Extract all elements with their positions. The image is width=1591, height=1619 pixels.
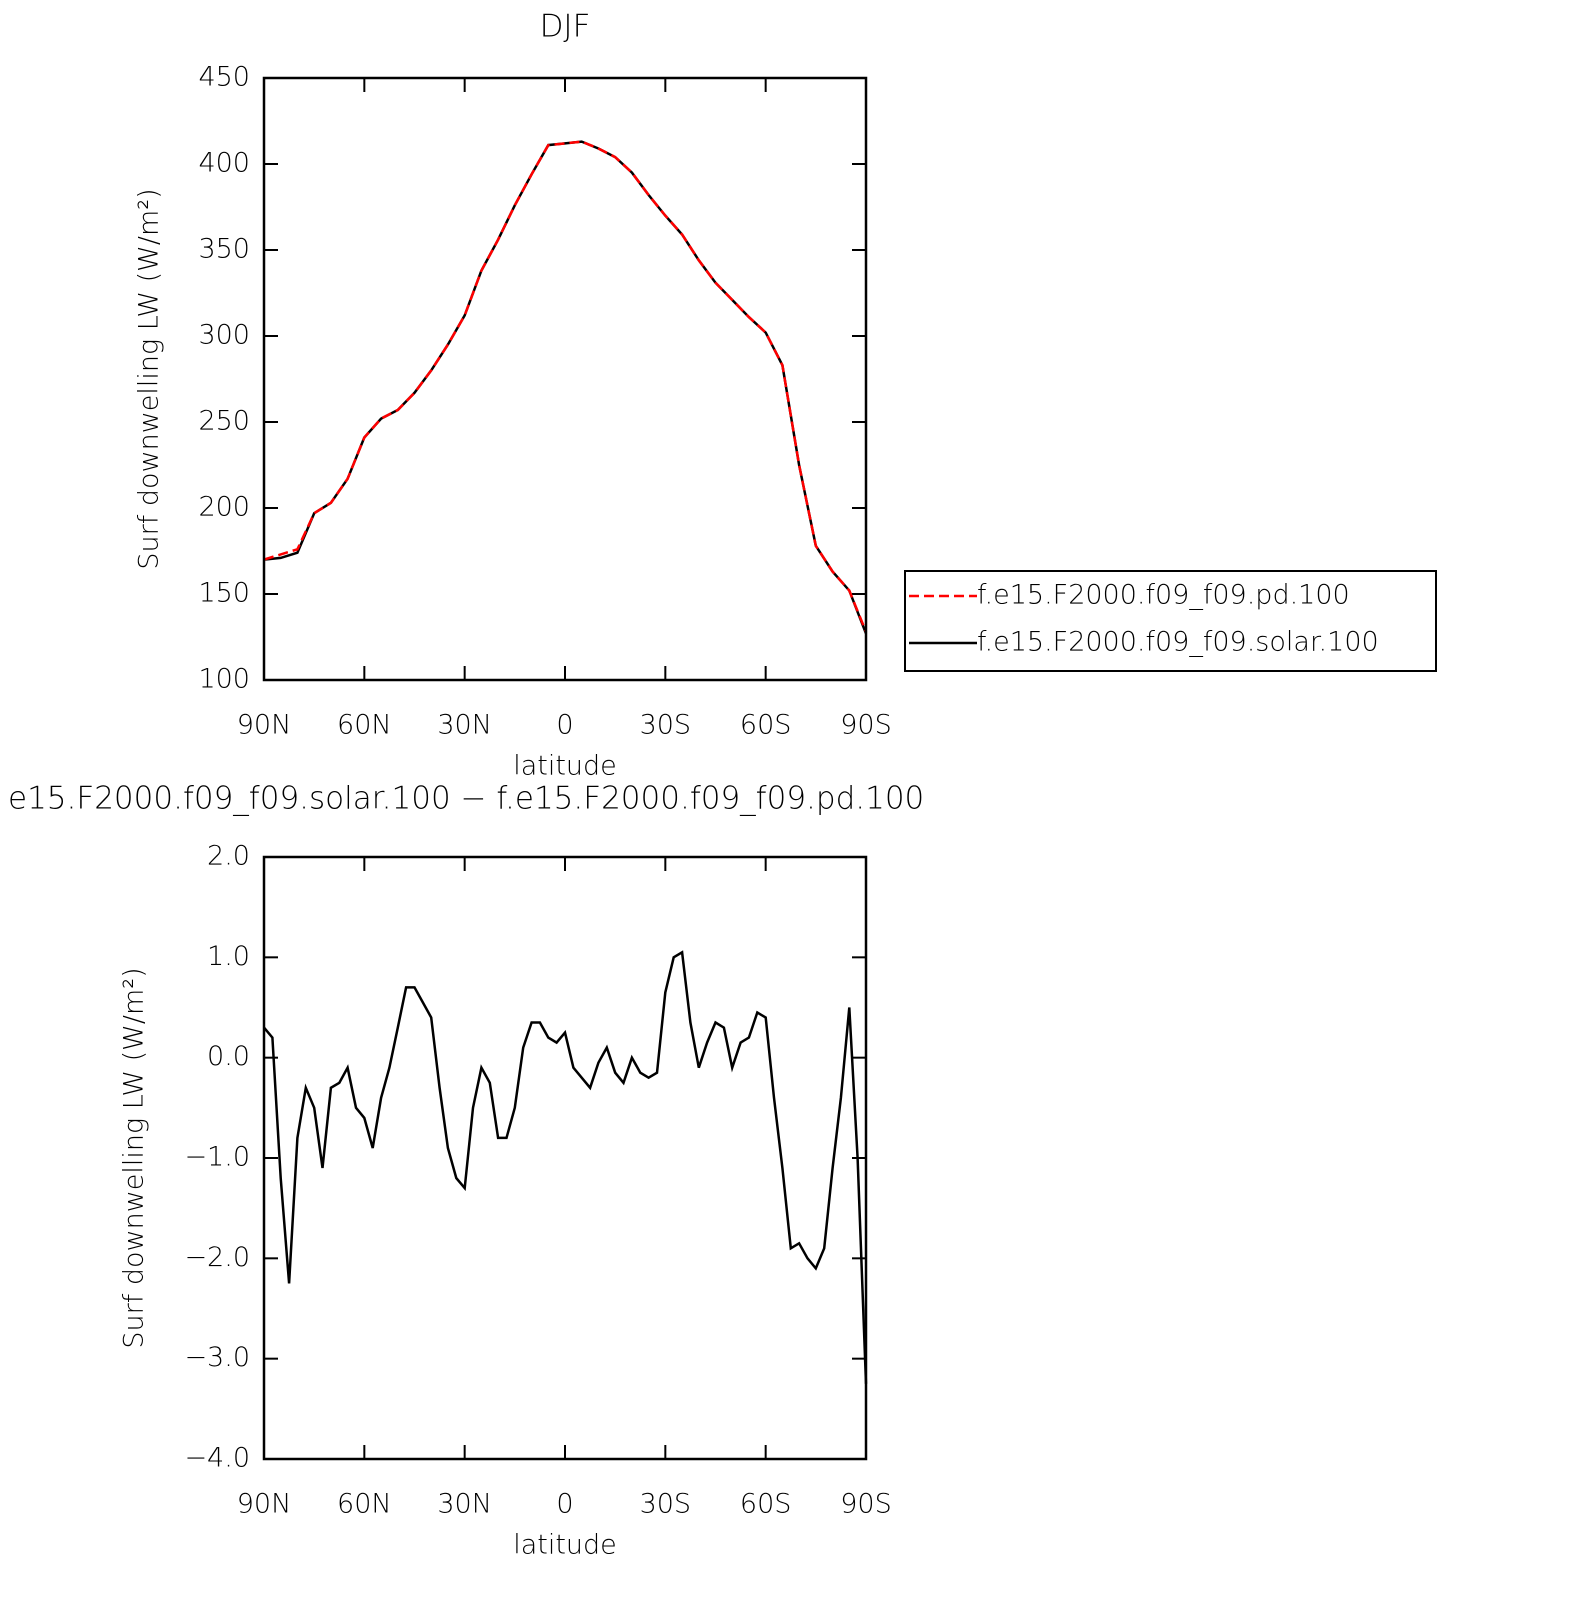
x-tick-label: 30N [437,710,492,741]
y-axis-label: Surf downwelling LW (W/m²) [119,967,150,1348]
y-tick-label: 0.0 [207,1041,250,1072]
x-axis-label: latitude [513,751,617,782]
x-tick-label: 60N [337,1489,392,1520]
x-tick-label: 30S [640,710,692,741]
x-tick-label: 90N [237,710,292,741]
y-tick-label: 250 [198,406,250,437]
x-tick-label: 60N [337,710,392,741]
y-tick-label: 2.0 [207,841,250,872]
x-tick-label: 60S [740,710,792,741]
x-tick-label: 0 [556,710,573,741]
x-tick-label: 90S [840,710,892,741]
y-tick-label: 300 [198,320,250,351]
x-tick-label: 90N [237,1489,292,1520]
data-line [263,950,868,1384]
legend-label: f.e15.F2000.f09_f09.pd.100 [977,580,1350,611]
x-tick-label: 30S [640,1489,692,1520]
y-axis-label: Surf downwelling LW (W/m²) [134,188,165,569]
y-tick-label: 450 [198,62,250,93]
plot-frame [262,855,868,1461]
legend-box [904,570,1437,672]
chart-title: DJF [540,9,591,45]
legend-label: f.e15.F2000.f09_f09.solar.100 [977,627,1379,658]
y-tick-label: 350 [198,234,250,265]
x-tick-label: 0 [556,1489,573,1520]
y-tick-label: −4.0 [184,1443,250,1474]
chart-title: e15.F2000.f09_f09.solar.100 − f.e15.F200… [8,781,924,817]
x-tick-label: 60S [740,1489,792,1520]
y-tick-label: 100 [198,664,250,695]
x-tick-label: 30N [437,1489,492,1520]
y-tick-label: −3.0 [184,1342,250,1373]
y-tick-label: −1.0 [184,1142,250,1173]
data-line [263,140,868,635]
y-tick-label: 400 [198,148,250,179]
plot-frame [262,76,868,682]
y-tick-label: 150 [198,578,250,609]
x-axis-label: latitude [513,1530,617,1561]
y-tick-label: 200 [198,492,250,523]
x-tick-label: 90S [840,1489,892,1520]
y-tick-label: −2.0 [184,1242,250,1273]
y-tick-label: 1.0 [207,941,250,972]
data-line [263,140,868,633]
